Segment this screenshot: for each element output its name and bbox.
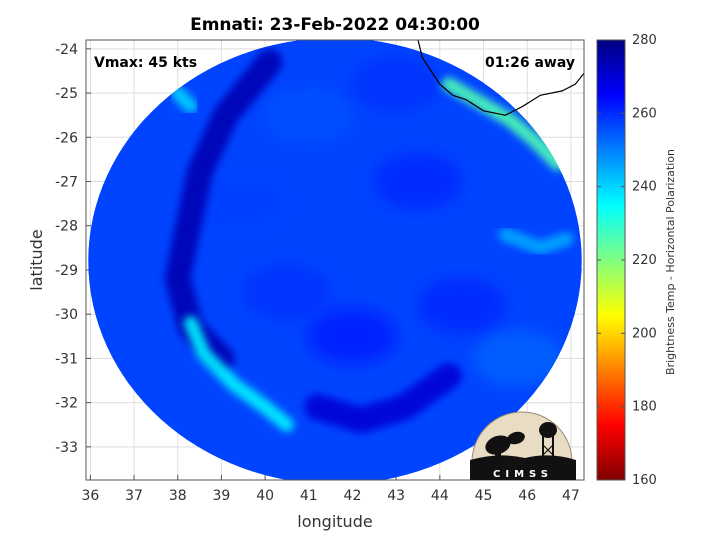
colorbar-tick-label: 160 [632, 473, 657, 488]
colorbar-tick-label: 200 [632, 326, 657, 341]
swath-feature [441, 77, 565, 171]
x-tick-label: 37 [125, 488, 143, 504]
swath-texture [416, 277, 507, 334]
x-tick-label: 46 [518, 488, 536, 504]
swath-texture [263, 87, 354, 144]
swath-feature [304, 363, 462, 434]
y-tick-label: -25 [55, 86, 78, 102]
x-tick-label: 41 [300, 488, 318, 504]
plot-frame [85, 39, 585, 481]
colorbar-tick-label: 240 [632, 180, 657, 195]
y-tick-label: -30 [55, 307, 78, 323]
y-tick-label: -33 [55, 440, 78, 456]
y-tick-label: -32 [55, 396, 78, 412]
colorbar-tick-label: 180 [632, 400, 657, 415]
y-tick-label: -31 [55, 351, 78, 367]
x-tick-label: 43 [387, 488, 405, 504]
y-tick-label: -27 [55, 175, 78, 191]
swath-texture [373, 153, 463, 210]
x-tick-label: 44 [431, 488, 449, 504]
swath-feature [183, 316, 294, 432]
x-tick-label: 39 [213, 488, 231, 504]
chart-title: Emnati: 23-Feb-2022 04:30:00 [190, 15, 480, 35]
y-axis-label: latitude [27, 229, 46, 290]
x-tick-label: 45 [475, 488, 493, 504]
y-tick-label: -26 [55, 130, 78, 146]
swath-texture [473, 330, 564, 387]
x-tick-label: 47 [562, 488, 580, 504]
coastline [417, 40, 584, 116]
x-tick-label: 36 [81, 488, 99, 504]
swath-texture [198, 175, 289, 232]
x-tick-label: 40 [256, 488, 274, 504]
colorbar [596, 39, 626, 481]
x-axis-label: longitude [297, 512, 372, 531]
vmax-annotation: Vmax: 45 kts [94, 55, 197, 71]
swath-feature [498, 227, 574, 255]
y-tick-labels: -24 -25 -26 -27 -28 -29 -30 -31 -32 -33 [55, 42, 78, 456]
colorbar-tick-label: 220 [632, 253, 657, 268]
colorbar-tick-label: 260 [632, 106, 657, 121]
satellite-swath [88, 40, 582, 480]
swath-texture [307, 308, 398, 365]
colorbar-ticks: 280 260 240 220 200 180 160 [597, 33, 657, 488]
swath-feature [170, 86, 198, 114]
y-tick-label: -28 [55, 219, 78, 235]
cimss-logo: CIMSS [470, 411, 576, 480]
y-tick-label: -24 [55, 42, 78, 58]
logo-text: CIMSS [493, 469, 553, 480]
swath-texture [241, 264, 332, 321]
colorbar-tick-label: 280 [632, 33, 657, 48]
time-away-annotation: 01:26 away [485, 55, 575, 71]
x-tick-label: 42 [344, 488, 362, 504]
swath-texture [351, 56, 442, 113]
x-tick-labels: 36 37 38 39 40 41 42 43 44 45 46 47 [81, 488, 579, 504]
colorbar-label: Brightness Temp - Horizontal Polarizatio… [664, 149, 677, 375]
y-tick-label: -29 [55, 263, 78, 279]
x-tick-label: 38 [169, 488, 187, 504]
